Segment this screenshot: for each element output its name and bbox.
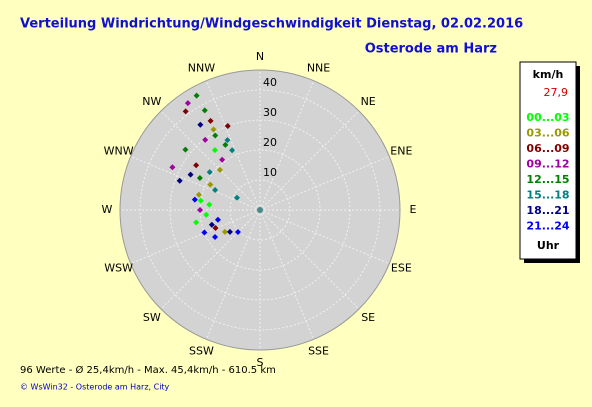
direction-label: SSE — [308, 344, 329, 357]
point — [224, 137, 231, 144]
r-tick-label: 20 — [263, 136, 277, 149]
spoke — [259, 209, 390, 265]
grid-ring — [169, 119, 351, 301]
point — [203, 211, 210, 218]
direction-label: SSW — [189, 344, 214, 357]
direction-label: NNE — [307, 62, 330, 75]
legend-entry: 15...18 — [526, 189, 569, 202]
r-tick-label: 30 — [263, 106, 277, 119]
point — [197, 207, 204, 213]
spoke — [130, 209, 261, 265]
point — [234, 229, 241, 236]
point — [197, 121, 204, 128]
point — [184, 100, 191, 107]
spoke — [205, 209, 261, 340]
direction-label: SW — [143, 311, 161, 324]
legend-entry: 03...06 — [526, 127, 569, 140]
spoke — [160, 209, 261, 310]
direction-label: ESE — [391, 262, 412, 275]
grid-ring — [139, 89, 381, 331]
legend-entry: 18...21 — [526, 204, 569, 217]
point — [207, 117, 214, 124]
point — [208, 221, 215, 228]
point — [216, 166, 223, 173]
point — [182, 146, 189, 153]
legend-unit: km/h — [533, 68, 564, 81]
point — [212, 187, 219, 194]
point — [212, 224, 219, 231]
footer: 96 Werte - Ø 25,4km/h - Max. 45,4km/h - … — [20, 364, 276, 376]
spoke — [259, 80, 315, 211]
point — [211, 147, 218, 154]
point — [201, 229, 208, 236]
direction-label: ENE — [390, 144, 412, 157]
direction-label: WSW — [104, 262, 133, 275]
chart-subtitle: Osterode am Harz — [365, 42, 497, 57]
point — [169, 164, 176, 171]
point — [187, 171, 194, 178]
direction-label: NW — [142, 95, 161, 108]
point — [182, 108, 189, 115]
point — [226, 228, 233, 235]
point — [207, 181, 214, 188]
point — [212, 234, 219, 241]
point — [206, 169, 213, 176]
point — [224, 123, 231, 130]
point — [210, 126, 217, 133]
legend-entry: 21...24 — [526, 220, 569, 233]
direction-label: SE — [361, 311, 375, 324]
chart-title: Verteilung Windrichtung/Windgeschwindigk… — [20, 17, 523, 32]
spoke — [130, 155, 261, 211]
point — [196, 175, 203, 182]
point — [222, 141, 229, 148]
point — [195, 191, 202, 198]
credit: © WsWin32 - Osterode am Harz, City — [20, 383, 170, 392]
point — [193, 219, 200, 226]
point — [202, 136, 209, 143]
spoke — [205, 80, 261, 211]
r-tick-label: 10 — [263, 166, 277, 179]
legend-entry: 09...12 — [526, 158, 569, 171]
grid-ring — [229, 179, 291, 241]
direction-label: S — [257, 356, 264, 369]
point — [193, 92, 200, 99]
direction-label: WNW — [104, 144, 134, 157]
point — [219, 156, 226, 163]
r-tick-label: 40 — [263, 76, 277, 89]
point — [229, 147, 236, 154]
legend-value: 27,9 — [544, 86, 569, 99]
legend-footer: Uhr — [537, 239, 560, 252]
spoke — [259, 209, 315, 340]
point — [214, 216, 221, 223]
center — [257, 207, 263, 213]
direction-label: N — [256, 50, 264, 63]
point — [191, 196, 198, 203]
point — [193, 162, 200, 169]
spoke — [259, 110, 360, 211]
spoke — [160, 110, 261, 211]
spoke — [259, 209, 360, 310]
legend-entry: 00...03 — [526, 111, 569, 124]
point — [197, 197, 204, 204]
direction-label: E — [410, 203, 417, 216]
legend-box — [519, 61, 577, 260]
direction-label: NNW — [188, 62, 215, 75]
legend-entry: 06...09 — [526, 142, 569, 155]
point — [233, 194, 240, 201]
point — [221, 228, 228, 235]
direction-label: NE — [361, 95, 376, 108]
point — [206, 201, 213, 208]
direction-label: W — [102, 203, 113, 216]
spoke — [259, 155, 390, 211]
legend-entry: 12...15 — [526, 173, 569, 186]
point — [201, 107, 208, 114]
point — [212, 132, 219, 139]
point — [176, 177, 183, 184]
